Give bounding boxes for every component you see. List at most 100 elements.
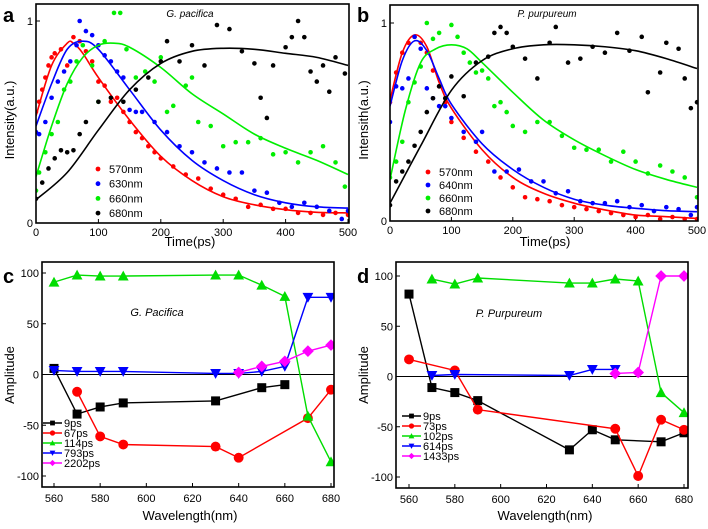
data-point: [80, 42, 86, 48]
plot-area: [36, 10, 349, 222]
data-point: [399, 139, 405, 145]
data-point: [264, 190, 270, 195]
data-point: [220, 143, 226, 149]
legend-label: 680nm: [439, 206, 473, 218]
data-point: [670, 169, 675, 174]
data-point: [74, 59, 79, 64]
data-marker: [118, 439, 129, 450]
data-point: [406, 159, 411, 164]
data-marker: [609, 273, 621, 284]
data-point: [565, 189, 571, 194]
data-point: [258, 95, 263, 101]
data-marker: [325, 456, 334, 467]
data-point: [89, 63, 95, 68]
data-point: [127, 107, 132, 113]
legend-item: 660nm: [425, 193, 473, 205]
x-tick-label: 560: [45, 493, 63, 505]
data-point: [71, 147, 76, 153]
x-tick-label: 0: [387, 225, 393, 237]
data-marker: [48, 276, 60, 287]
data-point: [49, 95, 54, 101]
data-marker: [678, 407, 688, 418]
fit-curve: [36, 42, 349, 177]
data-point: [639, 34, 645, 40]
data-point: [239, 49, 245, 54]
data-point: [289, 34, 295, 40]
y-tick-label: 50: [27, 319, 39, 331]
data-marker: [564, 277, 575, 288]
data-point: [339, 216, 345, 222]
data-point: [584, 206, 589, 212]
data-point: [664, 40, 669, 46]
data-marker: [586, 277, 598, 288]
data-point: [614, 198, 620, 204]
y-tick-label: 0: [381, 216, 387, 228]
x-tick-label: 300: [565, 225, 583, 237]
data-point: [430, 95, 436, 101]
data-marker: [679, 424, 688, 435]
data-marker: [655, 387, 667, 398]
data-point: [424, 109, 430, 115]
legend-item: 73ps: [402, 421, 447, 433]
data-point: [688, 212, 694, 218]
data-point: [77, 18, 82, 24]
data-point: [535, 119, 540, 125]
data-point: [139, 109, 145, 115]
x-tick-label: 200: [152, 227, 170, 239]
x-axis-label: Wavelength(nm): [498, 508, 593, 523]
data-marker: [427, 383, 437, 393]
data-point: [596, 208, 602, 214]
x-tick-label: 100: [89, 227, 107, 239]
data-point: [142, 69, 148, 74]
data-marker: [633, 471, 644, 481]
data-point: [559, 202, 565, 208]
data-marker: [325, 292, 334, 303]
series-line: [615, 275, 684, 375]
legend-marker: [49, 459, 56, 467]
legend-marker: [50, 420, 55, 426]
fit-curve: [390, 39, 698, 213]
data-point: [239, 170, 245, 175]
y-axis-label: Amplitude: [2, 346, 17, 404]
plot-frame: [395, 261, 689, 489]
data-point: [52, 156, 58, 161]
data-marker: [655, 270, 667, 282]
data-marker: [610, 423, 621, 434]
data-point: [682, 76, 688, 81]
data-point: [333, 55, 338, 60]
data-point: [412, 143, 417, 149]
x-tick-label: 560: [400, 494, 418, 506]
data-marker: [449, 369, 461, 380]
series-640nm: [390, 34, 698, 218]
panel-title: G. Pacifica: [130, 307, 183, 319]
legend-marker: [49, 430, 56, 436]
data-marker: [632, 366, 645, 379]
data-point: [264, 115, 270, 121]
x-tick-label: 400: [276, 227, 294, 239]
legend-marker: [49, 440, 56, 446]
data-point: [195, 119, 201, 125]
data-marker: [609, 367, 622, 380]
data-point: [553, 24, 559, 30]
data-point: [657, 70, 663, 75]
data-point: [245, 204, 251, 210]
data-point: [133, 129, 139, 135]
data-marker: [256, 279, 268, 290]
series-2202ps: [232, 339, 334, 379]
data-marker: [656, 414, 667, 425]
series-630nm: [36, 18, 349, 222]
y-axis-label: Intensity(a.u.): [2, 81, 17, 160]
x-tick-label: 660: [629, 494, 647, 506]
y-tick-label: 0: [387, 372, 393, 384]
data-point: [676, 206, 681, 212]
data-point: [608, 159, 614, 164]
y-tick-label: 1: [27, 16, 33, 28]
x-axis-label: Time(ps): [165, 234, 216, 249]
data-point: [46, 166, 51, 171]
data-point: [399, 86, 405, 91]
series-660nm: [390, 20, 698, 200]
data-point: [430, 36, 436, 42]
x-tick-label: 580: [446, 494, 464, 506]
data-marker: [450, 388, 460, 398]
legend-marker: [408, 452, 415, 460]
